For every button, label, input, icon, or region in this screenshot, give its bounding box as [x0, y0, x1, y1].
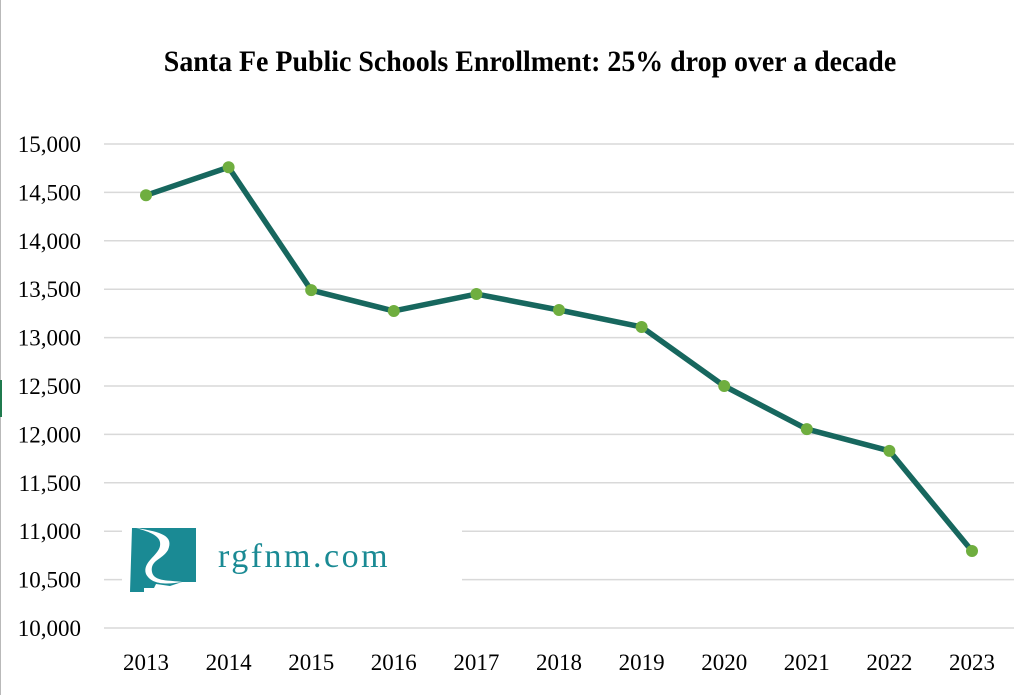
- logo-text: rgfnm.com: [218, 538, 391, 575]
- data-point-2022: [883, 444, 896, 457]
- x-tick-label: 2023: [949, 650, 995, 675]
- x-tick-label: 2020: [701, 650, 747, 675]
- data-point-2015: [305, 284, 318, 297]
- data-point-2023: [966, 545, 978, 558]
- data-point-2018: [553, 304, 565, 317]
- data-point-2014: [222, 161, 235, 174]
- y-tick-label: 13,000: [18, 326, 81, 351]
- y-tick-label: 10,500: [18, 568, 81, 593]
- x-tick-label: 2018: [536, 650, 582, 675]
- window-left-border: [0, 0, 1, 695]
- data-point-2020: [718, 380, 731, 392]
- x-tick-label: 2019: [619, 650, 665, 675]
- y-tick-label: 14,000: [18, 229, 81, 254]
- y-tick-label: 13,500: [18, 277, 81, 302]
- y-tick-label: 11,500: [19, 471, 81, 496]
- series-line: [145, 164, 975, 553]
- rgfnm-logo: rgfnm.com: [122, 520, 462, 600]
- y-tick-label: 11,000: [19, 519, 81, 544]
- data-point-2016: [387, 304, 400, 317]
- y-tick-label: 12,000: [18, 422, 81, 447]
- x-tick-label: 2015: [288, 650, 334, 675]
- data-point-2019: [635, 320, 648, 333]
- x-axis-ticks: 2013 2014 2015 2016 2017 2018 2019 2020 2021 2022…: [123, 650, 995, 675]
- window-edge-marker: [0, 380, 2, 417]
- data-point-2017: [470, 288, 483, 301]
- gridlines: [104, 143, 1014, 629]
- x-tick-label: 2017: [453, 650, 499, 675]
- series-enrollment: [140, 161, 978, 558]
- y-axis-ticks: 10,000 10,500 11,000 11,500 12,000 12,500 13,0…: [18, 132, 81, 641]
- x-tick-label: 2013: [123, 650, 169, 675]
- y-tick-label: 12,500: [18, 374, 81, 399]
- data-point-2021: [800, 423, 813, 436]
- y-tick-label: 10,000: [18, 616, 81, 641]
- x-tick-label: 2016: [371, 650, 417, 675]
- x-tick-label: 2014: [206, 650, 253, 675]
- chart-title: Santa Fe Public Schools Enrollment: 25% …: [163, 45, 897, 78]
- y-tick-label: 14,500: [18, 180, 81, 205]
- x-tick-label: 2021: [784, 650, 830, 675]
- y-tick-label: 15,000: [18, 132, 81, 157]
- new-mexico-river-icon: [130, 528, 196, 592]
- x-tick-label: 2022: [866, 650, 912, 675]
- data-point-2013: [140, 189, 152, 202]
